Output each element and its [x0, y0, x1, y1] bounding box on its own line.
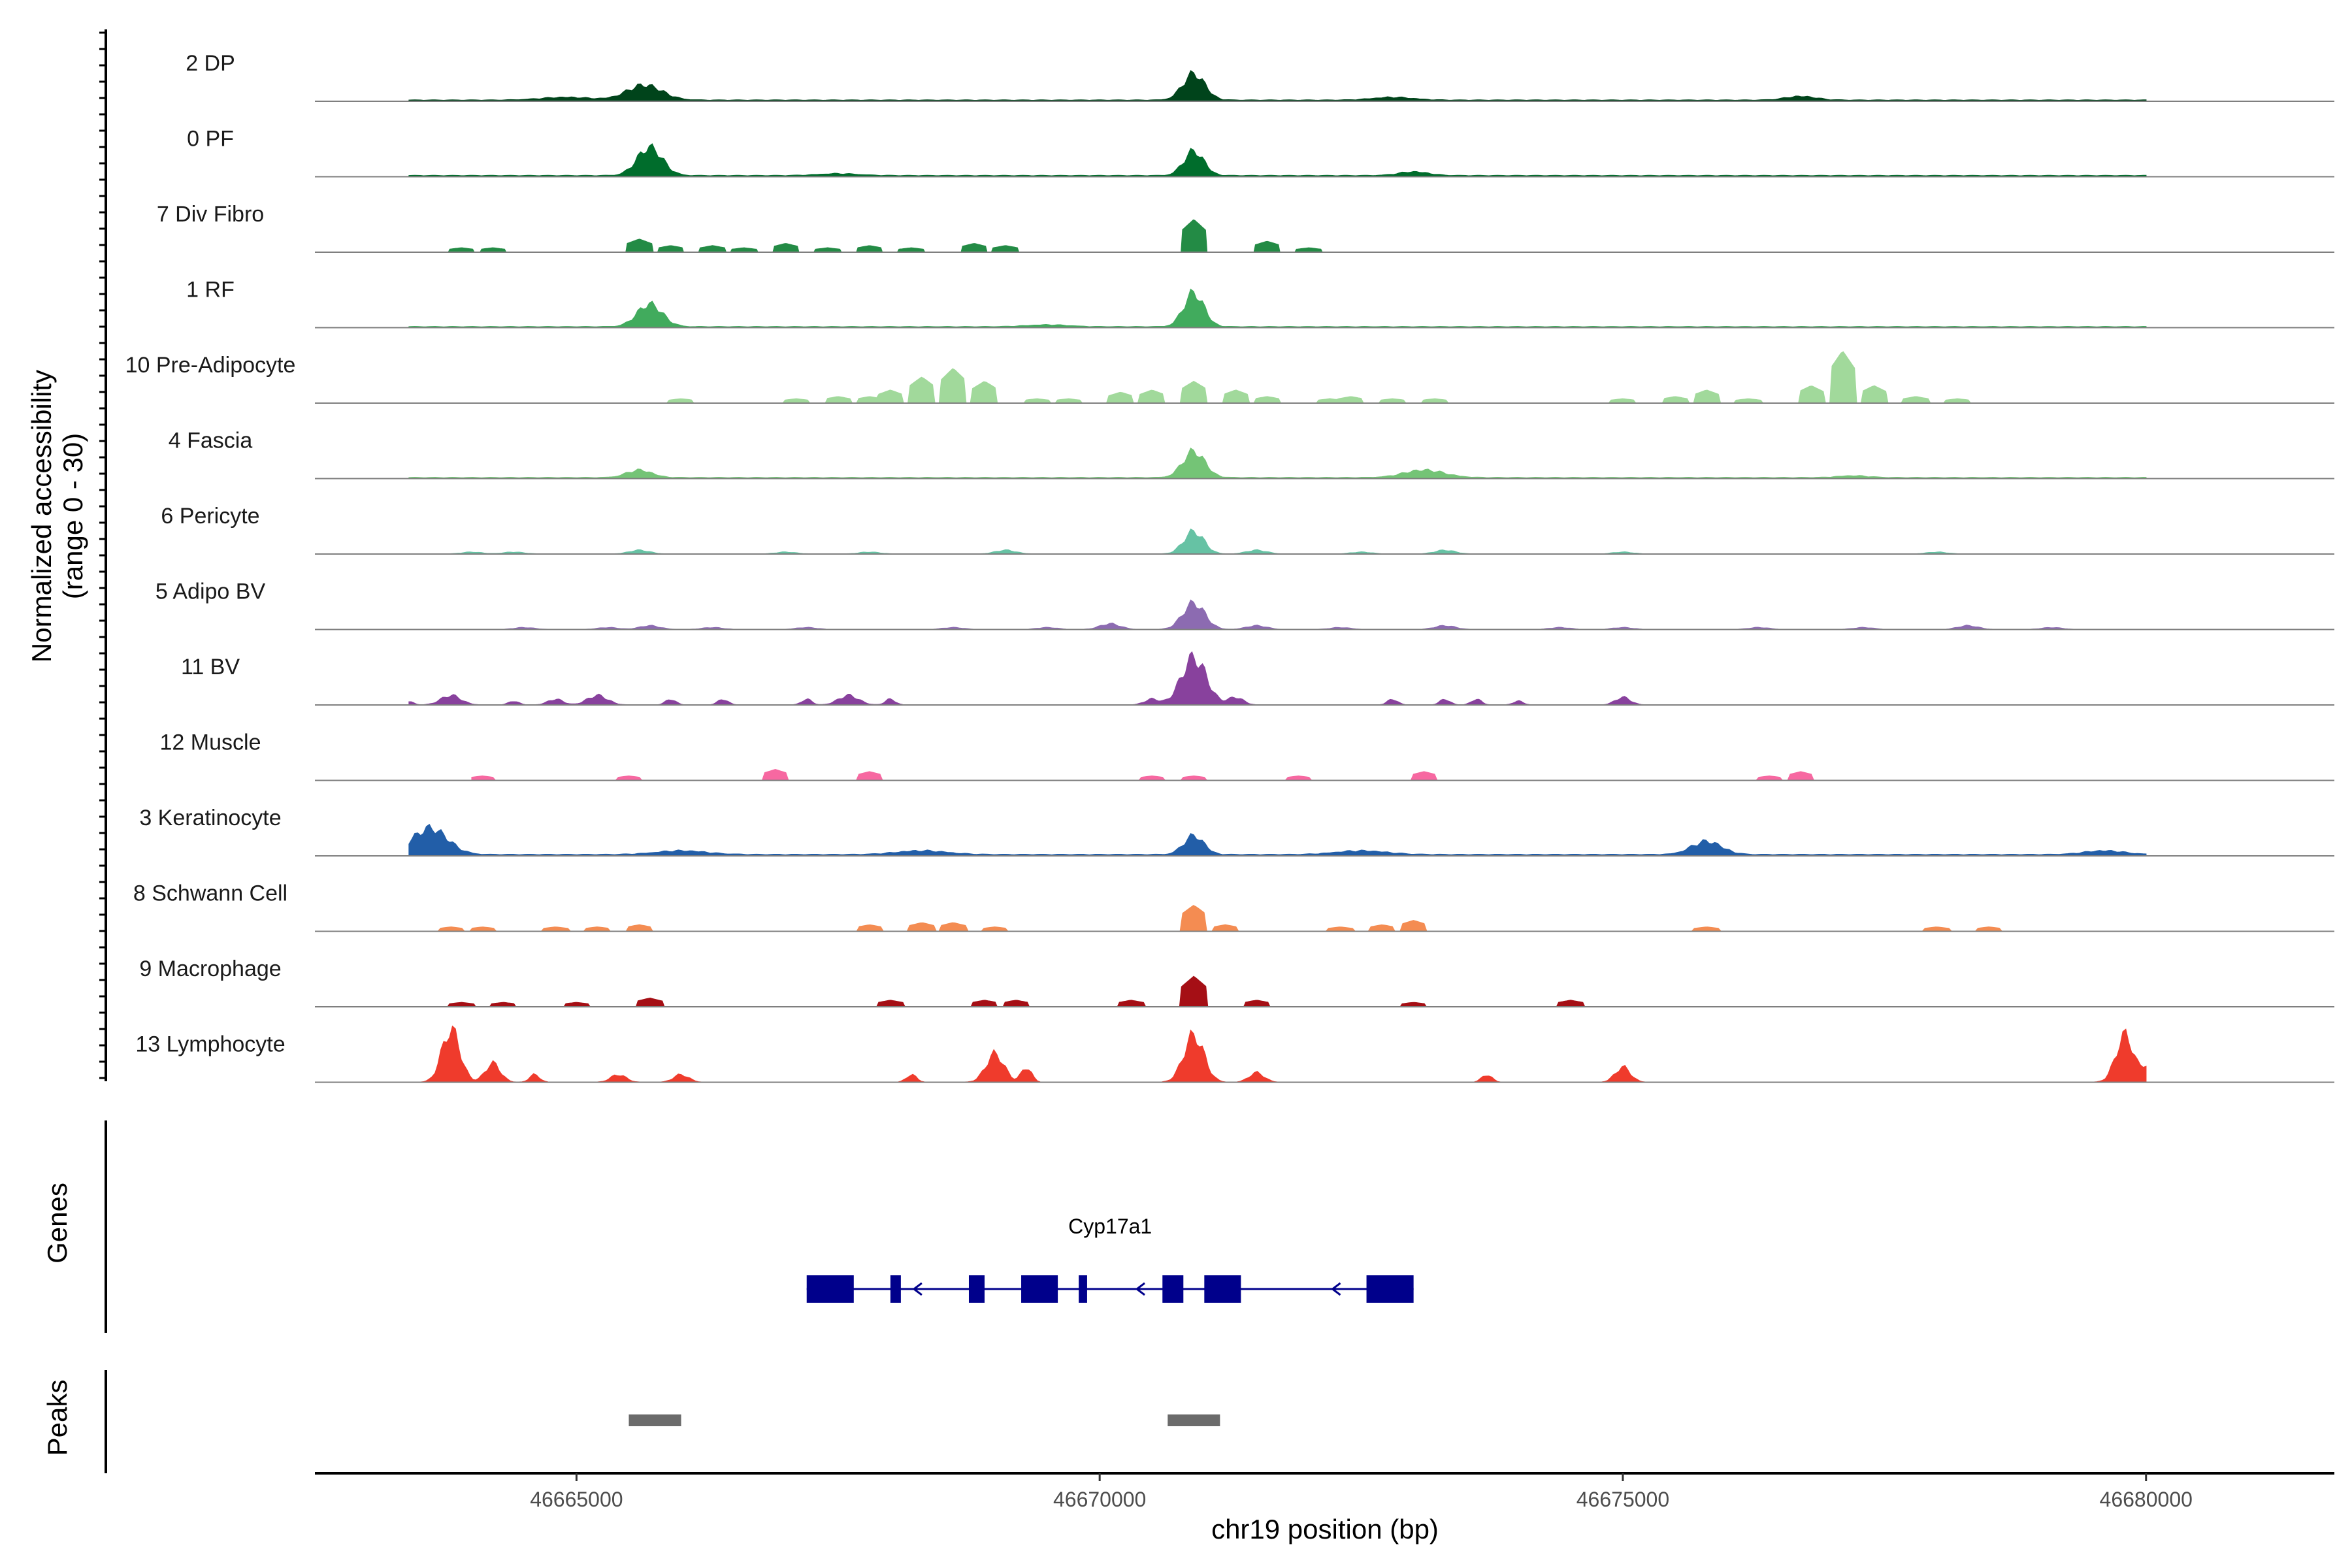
strand-arrow [1331, 1282, 1341, 1296]
y-axis-title-line2: (range 0 - 30) [57, 433, 88, 599]
track-label: 3 Keratinocyte [139, 806, 281, 830]
y-axis-title-line1: Normalized accessibility [26, 370, 57, 662]
x-tick-label: 46675000 [1576, 1488, 1669, 1511]
coverage-area [430, 905, 2021, 932]
x-tick-label: 46665000 [530, 1488, 623, 1511]
track-6: 4 Fascia [169, 429, 2334, 480]
coverage-area [471, 769, 2042, 781]
track-label: 13 Lymphocyte [135, 1032, 285, 1057]
coverage-tracks: 2 DP 0 PF 7 Div Fibro 1 RF 10 Pre-Adipocyte 4… [125, 51, 2334, 1083]
track-label: 9 Macrophage [139, 956, 281, 981]
coverage-area [408, 824, 2147, 857]
x-tick-label: 46670000 [1053, 1488, 1146, 1511]
peak-region [629, 1414, 681, 1426]
track-2: 0 PF [187, 127, 2334, 178]
track-label: 6 Pericyte [161, 504, 259, 529]
genes-track-title: Genes [42, 1183, 73, 1264]
track-10: 12 Muscle [160, 730, 2334, 781]
track-5: 10 Pre-Adipocyte [125, 351, 2334, 404]
coverage-area [409, 1025, 2147, 1083]
track-label: 2 DP [186, 51, 235, 76]
track-label: 11 BV [181, 655, 240, 679]
coverage-area [419, 975, 1623, 1007]
coverage-area [408, 448, 2147, 480]
track-label: 5 Adipo BV [155, 580, 266, 604]
strand-arrow [912, 1282, 923, 1296]
gene-exon [1162, 1275, 1184, 1303]
peak-region [1168, 1414, 1220, 1426]
track-label: 1 RF [186, 278, 235, 302]
left-axes [99, 29, 107, 1473]
coverage-area [409, 599, 2146, 630]
gene-exon [968, 1275, 985, 1303]
gene-exon [1079, 1275, 1087, 1303]
strand-arrow [1135, 1282, 1145, 1296]
peaks-track-title: Peaks [42, 1380, 73, 1456]
gene-exon [806, 1275, 854, 1303]
x-axis-title: chr19 position (bp) [1211, 1514, 1439, 1544]
track-13: 9 Macrophage [139, 956, 2334, 1007]
x-axis: 46665000 46670000 46675000 46680000 [315, 1472, 2334, 1511]
genes-track: Cyp17a1 [806, 1215, 1414, 1303]
gene-exon [1021, 1275, 1058, 1303]
track-1: 2 DP [186, 51, 2334, 102]
track-label: 0 PF [187, 127, 234, 152]
coverage-area [408, 143, 2147, 178]
track-label: 7 Div Fibro [157, 202, 264, 227]
track-8: 5 Adipo BV [155, 580, 2334, 630]
track-14: 13 Lymphocyte [135, 1025, 2334, 1083]
coverage-area [409, 528, 2146, 555]
coverage-area [408, 651, 1675, 706]
track-12: 8 Schwann Cell [133, 881, 2334, 932]
peaks-track [629, 1414, 1220, 1426]
track-11: 3 Keratinocyte [139, 806, 2334, 857]
track-7: 6 Pericyte [161, 504, 2334, 555]
coverage-area [408, 70, 2147, 102]
x-tick-label: 46680000 [2100, 1488, 2193, 1511]
track-3: 7 Div Fibro [157, 202, 2334, 253]
track-label: 8 Schwann Cell [133, 881, 287, 906]
gene-exon [1366, 1275, 1414, 1303]
track-9: 11 BV [181, 651, 2334, 706]
coverage-area [408, 288, 2147, 329]
track-label: 12 Muscle [160, 730, 261, 755]
track-4: 1 RF [186, 278, 2334, 329]
coverage-area [419, 219, 1330, 253]
track-label: 4 Fascia [169, 429, 253, 453]
track-label: 10 Pre-Adipocyte [125, 353, 296, 378]
gene-name-label: Cyp17a1 [1068, 1215, 1152, 1238]
gene-exon [890, 1275, 901, 1303]
coverage-area [660, 351, 2000, 404]
gene-exon [1204, 1275, 1241, 1303]
